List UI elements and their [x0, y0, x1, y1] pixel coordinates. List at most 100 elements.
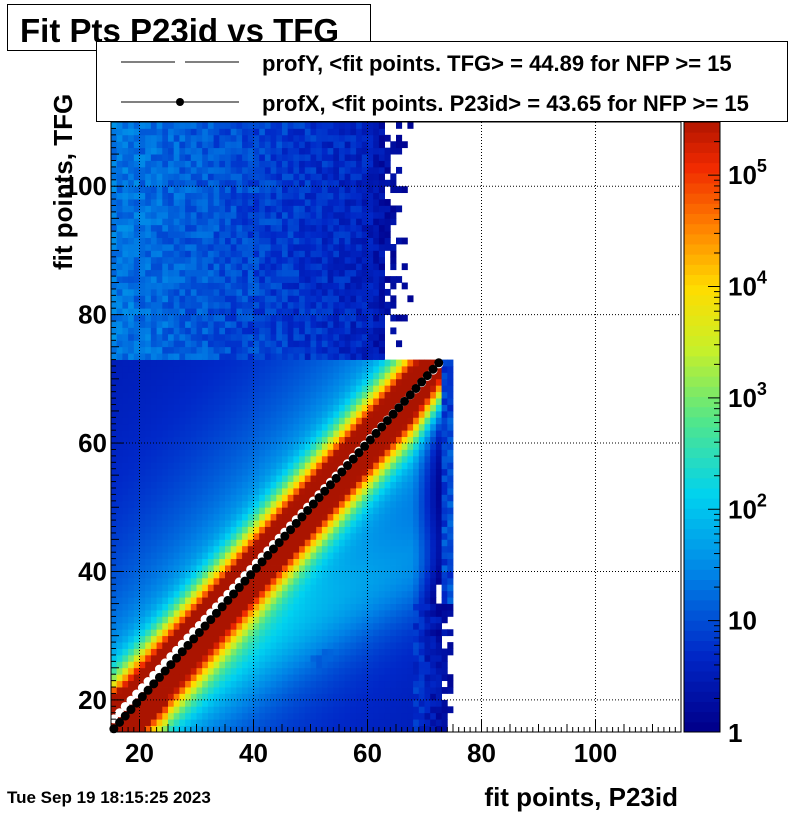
heatmap-cell [344, 475, 351, 482]
heatmap-cell [202, 366, 209, 373]
heatmap-cell [276, 590, 283, 598]
heatmap-cell [316, 340, 323, 348]
heatmap-cell [350, 488, 357, 495]
heatmap-cell [327, 128, 334, 136]
heatmap-cell [196, 526, 203, 534]
heatmap-cell [185, 712, 192, 720]
heatmap-cell [327, 462, 334, 470]
heatmap-cell [356, 622, 363, 630]
heatmap-cell [145, 520, 152, 527]
heatmap-cell [207, 526, 214, 534]
heatmap-cell [327, 321, 334, 328]
heatmap-cell [299, 520, 306, 527]
heatmap-cell [213, 423, 220, 431]
heatmap-cell [327, 500, 334, 508]
heatmap-cell [150, 346, 157, 354]
heatmap-cell [327, 526, 334, 534]
heatmap-cell [339, 635, 346, 643]
heatmap-cell [333, 545, 340, 553]
heatmap-cell [202, 301, 209, 309]
heatmap-cell [361, 141, 368, 149]
heatmap-cell [356, 526, 363, 534]
heatmap-cell [384, 693, 391, 701]
heatmap-cell [128, 597, 135, 604]
heatmap-cell [361, 532, 368, 540]
heatmap-cell [133, 558, 140, 566]
heatmap-cell [310, 134, 317, 142]
heatmap-cell [253, 616, 260, 624]
heatmap-cell [264, 301, 271, 309]
heatmap-cell [213, 218, 220, 226]
heatmap-cell [276, 597, 283, 604]
heatmap-cell [168, 494, 175, 502]
heatmap-cell [396, 687, 403, 694]
heatmap-cell [156, 455, 163, 463]
heatmap-cell [219, 565, 226, 572]
heatmap-cell [111, 526, 118, 534]
heatmap-cell [128, 378, 135, 386]
heatmap-cell [304, 597, 311, 604]
heatmap-cell [253, 667, 260, 675]
heatmap-cell [230, 635, 237, 643]
heatmap-cell [316, 205, 323, 213]
heatmap-cell [253, 256, 260, 264]
heatmap-cell [367, 462, 374, 470]
heatmap-cell [270, 719, 277, 726]
heatmap-cell [316, 218, 323, 226]
heatmap-cell [213, 314, 220, 322]
heatmap-cell [418, 577, 425, 585]
heatmap-cell [213, 552, 220, 560]
heatmap-cell [162, 404, 169, 412]
heatmap-cell [111, 282, 118, 290]
heatmap-cell [230, 674, 237, 682]
heatmap-cell [339, 616, 346, 624]
heatmap-cell [202, 410, 209, 418]
heatmap-cell [230, 166, 237, 174]
heatmap-cell [247, 333, 254, 341]
heatmap-cell [259, 173, 266, 181]
heatmap-cell [310, 160, 317, 168]
heatmap-cell [225, 340, 232, 348]
heatmap-cell [185, 263, 192, 271]
heatmap-cell [373, 558, 380, 566]
heatmap-cell [344, 224, 351, 232]
heatmap-cell [321, 224, 328, 232]
heatmap-cell [367, 513, 374, 521]
heatmap-cell [413, 475, 420, 482]
heatmap-cell [247, 199, 254, 206]
heatmap-cell [242, 211, 249, 219]
heatmap-cell [321, 231, 328, 238]
heatmap-cell [133, 635, 140, 643]
heatmap-cell [321, 141, 328, 149]
heatmap-cell [213, 340, 220, 348]
heatmap-cell [396, 494, 403, 502]
heatmap-cell [304, 539, 311, 547]
heatmap-cell [156, 443, 163, 450]
heatmap-cell [145, 301, 152, 309]
heatmap-cell [242, 687, 249, 694]
heatmap-cell [282, 603, 289, 611]
heatmap-cell [299, 417, 306, 425]
heatmap-cell [264, 674, 271, 682]
heatmap-cell [219, 288, 226, 296]
heatmap-cell [344, 417, 351, 425]
heatmap-cell [213, 192, 220, 200]
heatmap-cell [299, 192, 306, 200]
heatmap-cell [247, 346, 254, 354]
heatmap-cell [339, 141, 346, 149]
heatmap-cell [259, 635, 266, 643]
heatmap-cell [219, 475, 226, 482]
heatmap-cell [344, 648, 351, 656]
heatmap-cell [367, 404, 374, 412]
heatmap-cell [327, 725, 334, 733]
heatmap-cell [111, 565, 118, 572]
heatmap-cell [253, 571, 260, 579]
heatmap-cell [373, 699, 380, 707]
heatmap-cell [185, 468, 192, 476]
heatmap-cell [276, 166, 283, 174]
heatmap-cell [321, 244, 328, 251]
heatmap-cell [253, 603, 260, 611]
heatmap-cell [139, 385, 146, 393]
heatmap-cell [276, 366, 283, 373]
heatmap-cell [145, 571, 152, 579]
